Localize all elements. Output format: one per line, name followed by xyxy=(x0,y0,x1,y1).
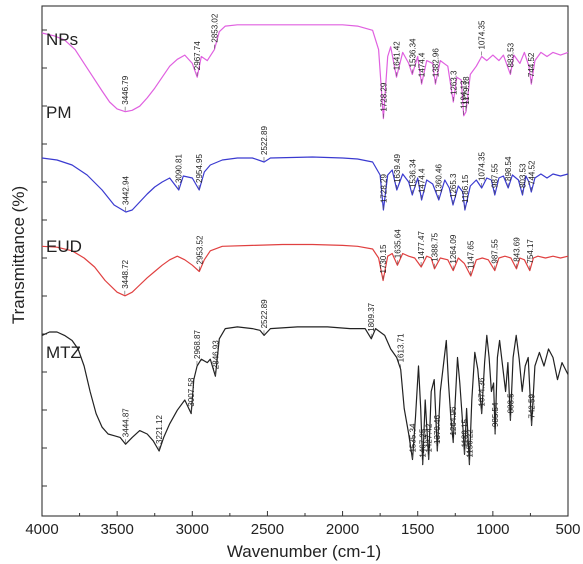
peak-label: 1194.13 xyxy=(460,80,469,109)
peak-label: 1156.22 xyxy=(465,429,474,458)
peak-label: 883.53 xyxy=(506,42,515,67)
peak-label: 1370.46 xyxy=(433,415,442,444)
labels-layer: NPs 3446.79 2967.74 2853.02 1728.29 1641.42 15… xyxy=(46,13,537,464)
series-line-pm xyxy=(41,156,569,213)
peak-label: 1536.34 xyxy=(408,38,417,67)
peak-label: 1264.09 xyxy=(449,234,458,263)
series-line-nps xyxy=(41,24,569,120)
peak-label: 1474.4 xyxy=(418,52,427,77)
peak-label: 1477.47 xyxy=(417,231,426,260)
peak-label: 1613.71 xyxy=(397,333,406,362)
series-line-eud xyxy=(41,243,569,297)
peak-label: 744.52 xyxy=(527,52,536,77)
peak-label: 1536.34 xyxy=(408,159,417,188)
peak-label: 883.5 xyxy=(506,393,515,414)
peak-label: 2853.02 xyxy=(210,13,219,42)
peak-label: 3221.12 xyxy=(155,415,164,444)
peak-label: 1189.15 xyxy=(460,419,469,448)
y-axis-title: Transmittance (%) xyxy=(9,186,28,324)
peak-label: 1074.36 xyxy=(478,377,487,406)
series-label: EUD xyxy=(46,237,82,256)
series-lines xyxy=(41,24,569,466)
peak-label: 1535.34 xyxy=(408,423,417,452)
peak-label: 1265.3 xyxy=(449,173,458,198)
peak-label: 898.54 xyxy=(504,156,513,181)
peak-label: 2846.93 xyxy=(211,340,220,369)
peak-label: 1809.37 xyxy=(367,302,376,331)
peak-label: 843.69 xyxy=(512,237,521,262)
peak-label: 1074.35 xyxy=(478,152,487,181)
peak-label: 1635.64 xyxy=(393,229,402,258)
peak-label: 3007.58 xyxy=(187,377,196,406)
peak-label: 1263.3 xyxy=(449,70,458,95)
plot-axes: 4000 3500 3000 2500 2000 1500 1000 500 xyxy=(25,5,581,538)
peak-label: 3444.87 xyxy=(121,408,130,437)
peak-label: 1360.46 xyxy=(435,164,444,193)
x-tick-label: 2000 xyxy=(326,521,359,538)
x-tick-label: 1500 xyxy=(401,521,434,538)
peak-label: 1427.42 xyxy=(425,423,434,452)
peak-label: 1179.18 xyxy=(462,76,471,105)
peak-label: 985.54 xyxy=(491,402,500,427)
peak-label: 987.55 xyxy=(491,239,500,264)
peak-label: 3448.72 xyxy=(121,259,130,288)
peak-label: 2953.52 xyxy=(195,235,204,264)
peak-label: 2954.95 xyxy=(195,154,204,183)
peak-label: 1728.29 xyxy=(379,82,388,111)
peak-label: 2967.74 xyxy=(193,41,202,70)
peak-label: 1264.96 xyxy=(449,406,458,435)
peak-label: 742.59 xyxy=(528,393,537,418)
series-label: NPs xyxy=(46,30,78,49)
x-tick-label: 4000 xyxy=(25,521,58,538)
peak-label: 1074.35 xyxy=(478,20,487,49)
peak-label: 1728.29 xyxy=(379,174,388,203)
x-tick-label: 500 xyxy=(555,521,580,538)
peak-label: 1730.15 xyxy=(379,244,388,273)
x-tick-label: 3500 xyxy=(100,521,133,538)
peak-label: 2522.89 xyxy=(260,299,269,328)
peak-label: 803.53 xyxy=(518,163,527,188)
x-tick-label: 2500 xyxy=(251,521,284,538)
peak-label: 2968.87 xyxy=(193,330,202,359)
series-label: PM xyxy=(46,103,72,122)
peak-label: 1186.15 xyxy=(461,174,470,203)
peak-label: 1382.96 xyxy=(431,48,440,77)
series-line-mtz xyxy=(41,326,569,466)
peak-label: 1641.42 xyxy=(392,41,401,70)
peak-label: 2522.89 xyxy=(260,126,269,155)
peak-label: 1639.49 xyxy=(393,154,402,183)
x-axis-title: Wavenumber (cm-1) xyxy=(227,542,381,561)
peak-label: 987.55 xyxy=(491,163,500,188)
peak-label: 754.17 xyxy=(526,239,535,264)
series-label: MTZ xyxy=(46,343,81,362)
peak-label: 3090.81 xyxy=(175,154,184,183)
x-tick-label: 1000 xyxy=(476,521,509,538)
peak-label: 1147.65 xyxy=(467,240,476,269)
peak-label: 1388.75 xyxy=(430,232,439,261)
peak-label: 744.52 xyxy=(527,160,536,185)
peak-label: 3446.79 xyxy=(121,75,130,104)
peak-label: 1474.4 xyxy=(418,168,427,193)
peak-label: 3442.94 xyxy=(122,176,131,205)
peak-label: 1467.25 xyxy=(419,428,428,457)
x-tick-label: 3000 xyxy=(176,521,209,538)
